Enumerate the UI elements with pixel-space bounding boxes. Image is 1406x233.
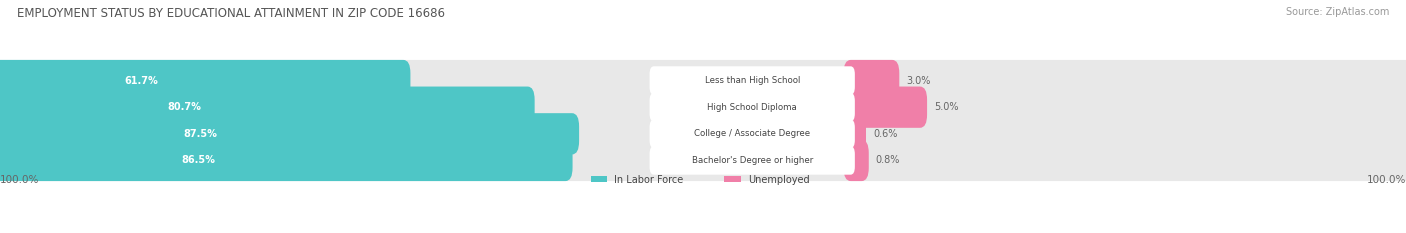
- FancyBboxPatch shape: [650, 120, 855, 148]
- Text: 80.7%: 80.7%: [167, 102, 201, 112]
- Text: Less than High School: Less than High School: [704, 76, 800, 85]
- FancyBboxPatch shape: [724, 176, 741, 183]
- Text: EMPLOYMENT STATUS BY EDUCATIONAL ATTAINMENT IN ZIP CODE 16686: EMPLOYMENT STATUS BY EDUCATIONAL ATTAINM…: [17, 7, 444, 20]
- FancyBboxPatch shape: [0, 60, 411, 101]
- FancyBboxPatch shape: [650, 66, 855, 95]
- FancyBboxPatch shape: [844, 60, 900, 101]
- Text: 100.0%: 100.0%: [1367, 175, 1406, 185]
- Text: 100.0%: 100.0%: [0, 175, 39, 185]
- FancyBboxPatch shape: [844, 140, 869, 181]
- Text: In Labor Force: In Labor Force: [614, 175, 683, 185]
- FancyBboxPatch shape: [591, 176, 607, 183]
- Text: College / Associate Degree: College / Associate Degree: [695, 129, 810, 138]
- FancyBboxPatch shape: [0, 113, 1406, 154]
- Text: 86.5%: 86.5%: [181, 155, 215, 165]
- Text: 3.0%: 3.0%: [907, 75, 931, 86]
- Text: Unemployed: Unemployed: [748, 175, 810, 185]
- FancyBboxPatch shape: [0, 86, 534, 128]
- FancyBboxPatch shape: [0, 86, 1406, 128]
- Text: Source: ZipAtlas.com: Source: ZipAtlas.com: [1285, 7, 1389, 17]
- Text: 61.7%: 61.7%: [124, 75, 157, 86]
- Text: 5.0%: 5.0%: [934, 102, 959, 112]
- FancyBboxPatch shape: [0, 113, 579, 154]
- FancyBboxPatch shape: [0, 140, 1406, 181]
- Text: Bachelor's Degree or higher: Bachelor's Degree or higher: [692, 156, 813, 165]
- Text: 87.5%: 87.5%: [183, 129, 217, 139]
- FancyBboxPatch shape: [844, 86, 927, 128]
- FancyBboxPatch shape: [650, 146, 855, 175]
- FancyBboxPatch shape: [0, 60, 1406, 101]
- FancyBboxPatch shape: [844, 113, 866, 154]
- FancyBboxPatch shape: [650, 93, 855, 121]
- Text: 0.8%: 0.8%: [876, 155, 900, 165]
- FancyBboxPatch shape: [0, 140, 572, 181]
- Text: High School Diploma: High School Diploma: [707, 103, 797, 112]
- Text: 0.6%: 0.6%: [873, 129, 897, 139]
